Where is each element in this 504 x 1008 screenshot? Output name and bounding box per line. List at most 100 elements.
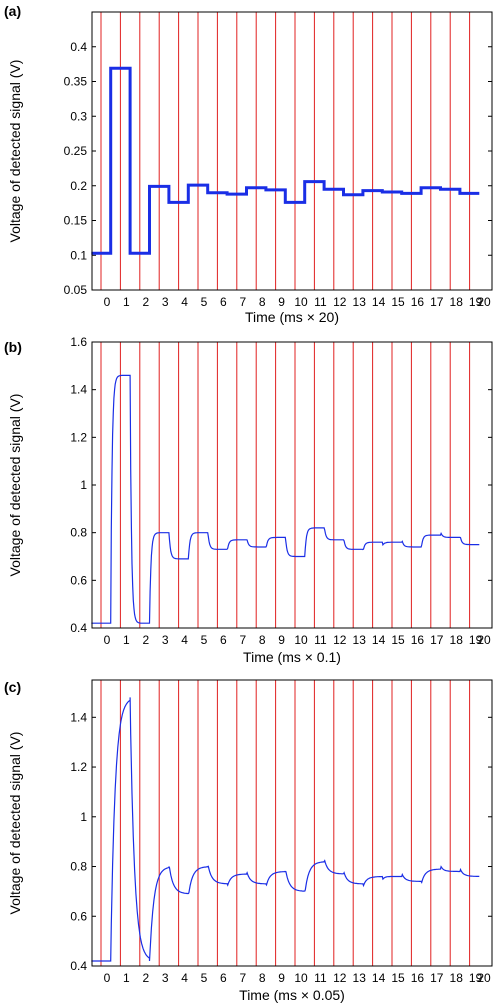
x-tick-label: 3 xyxy=(162,971,169,985)
chart-panel-c: (c) 0.40.60.811.21.4 0 1 2 3 4 5 6 7 8 9 10 11 12 13 1… xyxy=(4,679,493,1003)
x-tick-label: 7 xyxy=(239,295,246,309)
y-tick-label: 0.05 xyxy=(64,283,88,297)
x-tick-label: 6 xyxy=(220,295,227,309)
x-tick-label: 20 xyxy=(477,633,491,647)
x-axis-label: Time (ms × 20) xyxy=(245,309,339,325)
x-tick-label: 18 xyxy=(450,633,464,647)
y-tick-label: 0.25 xyxy=(64,144,88,158)
y-tick-label: 1.2 xyxy=(70,430,87,444)
x-tick-label: 17 xyxy=(430,295,444,309)
x-tick-label: 6 xyxy=(220,971,227,985)
plot-frame xyxy=(91,679,493,967)
y-tick-label: 1.4 xyxy=(70,710,87,724)
segment-dividers xyxy=(100,12,471,290)
x-tick-label: 9 xyxy=(278,295,285,309)
x-tick-label: 1 xyxy=(123,295,130,309)
panel-label: (c) xyxy=(4,679,21,695)
y-axis-label: Voltage of detected signal (V) xyxy=(7,394,23,577)
x-tick-label: 19 xyxy=(469,295,483,309)
y-tick-label: 1.4 xyxy=(70,383,87,397)
x-tick-label: 15 xyxy=(391,633,405,647)
x-tick-label: 12 xyxy=(333,295,347,309)
x-tick-label: 5 xyxy=(201,633,208,647)
chart-panel-b: (b) 0.40.60.811.21.41.6 0 1 2 3 4 5 6 7 8 9 10 11 12… xyxy=(4,335,493,665)
x-tick-label: 17 xyxy=(430,633,444,647)
signal-trace xyxy=(91,66,480,255)
y-axis: 0.4 0.6 0.8 1 1.2 1.4 1.6 xyxy=(70,335,492,635)
segment-dividers xyxy=(100,680,471,966)
x-tick-label: 4 xyxy=(181,971,188,985)
signal-trace xyxy=(91,697,480,962)
x-tick-label: 14 xyxy=(372,295,386,309)
x-tick-label: 5 xyxy=(201,295,208,309)
x-tick-label: 7 xyxy=(239,971,246,985)
x-tick-label: 0 xyxy=(104,295,111,309)
x-tick-label: 13 xyxy=(353,633,367,647)
y-tick-label: 0.6 xyxy=(70,573,87,587)
x-tick-label: 15 xyxy=(391,295,405,309)
x-tick-label: 14 xyxy=(372,633,386,647)
x-tick-label: 19 xyxy=(469,633,483,647)
x-tick-label: 1 xyxy=(123,633,130,647)
plot-frame xyxy=(91,11,493,291)
y-tick-label: 0.4 xyxy=(70,959,87,973)
x-tick-label: 2 xyxy=(142,633,149,647)
x-tick-label: 19 xyxy=(469,971,483,985)
plot-frame xyxy=(91,341,493,629)
y-tick-label: 0.15 xyxy=(64,214,88,228)
x-tick-label: 12 xyxy=(333,971,347,985)
x-tick-label: 10 xyxy=(294,971,308,985)
y-tick-label: 0.3 xyxy=(70,109,87,123)
x-tick-label: 17 xyxy=(430,971,444,985)
x-tick-label: 16 xyxy=(411,971,425,985)
x-axis-label: Time (ms × 0.1) xyxy=(243,649,341,665)
y-tick-label: 1.2 xyxy=(70,760,87,774)
y-tick-label: 0.6 xyxy=(70,909,87,923)
x-tick-label: 15 xyxy=(391,971,405,985)
y-tick-label: 0.4 xyxy=(70,621,87,635)
y-tick-label: 0.8 xyxy=(70,860,87,874)
x-tick-label: 3 xyxy=(162,295,169,309)
x-tick-label: 6 xyxy=(220,633,227,647)
x-tick-label: 10 xyxy=(294,295,308,309)
x-tick-label: 7 xyxy=(239,633,246,647)
x-tick-label: 4 xyxy=(181,295,188,309)
x-tick-label: 18 xyxy=(450,295,464,309)
x-tick-label: 1 xyxy=(123,971,130,985)
x-tick-label: 12 xyxy=(333,633,347,647)
x-tick-label: 11 xyxy=(314,971,327,985)
x-tick-label: 0 xyxy=(104,633,111,647)
y-tick-label: 0.2 xyxy=(70,179,87,193)
x-tick-label: 9 xyxy=(278,633,285,647)
x-tick-label: 2 xyxy=(142,295,149,309)
x-tick-label: 3 xyxy=(162,633,169,647)
x-tick-label: 16 xyxy=(411,633,425,647)
y-tick-label: 0.35 xyxy=(64,75,88,89)
x-axis-label: Time (ms × 0.05) xyxy=(239,987,345,1003)
x-tick-label: 20 xyxy=(477,295,491,309)
x-tick-label: 11 xyxy=(314,633,327,647)
x-tick-label: 0 xyxy=(104,971,111,985)
panel-label: (a) xyxy=(4,3,21,19)
x-tick-label: 5 xyxy=(201,971,208,985)
y-tick-label: 1 xyxy=(80,478,87,492)
x-tick-label: 4 xyxy=(181,633,188,647)
x-tick-label: 20 xyxy=(477,971,491,985)
x-tick-label: 9 xyxy=(278,971,285,985)
x-tick-label: 13 xyxy=(353,295,367,309)
y-tick-label: 0.4 xyxy=(70,40,87,54)
y-axis-label: Voltage of detected signal (V) xyxy=(7,60,23,243)
x-tick-label: 14 xyxy=(372,971,386,985)
y-tick-label: 1.6 xyxy=(70,335,87,349)
segment-dividers xyxy=(100,342,471,628)
y-axis-label: Voltage of detected signal (V) xyxy=(7,732,23,915)
y-tick-label: 1 xyxy=(80,810,87,824)
y-tick-label: 0.1 xyxy=(70,248,87,262)
x-tick-label: 8 xyxy=(259,295,266,309)
x-tick-label: 8 xyxy=(259,633,266,647)
